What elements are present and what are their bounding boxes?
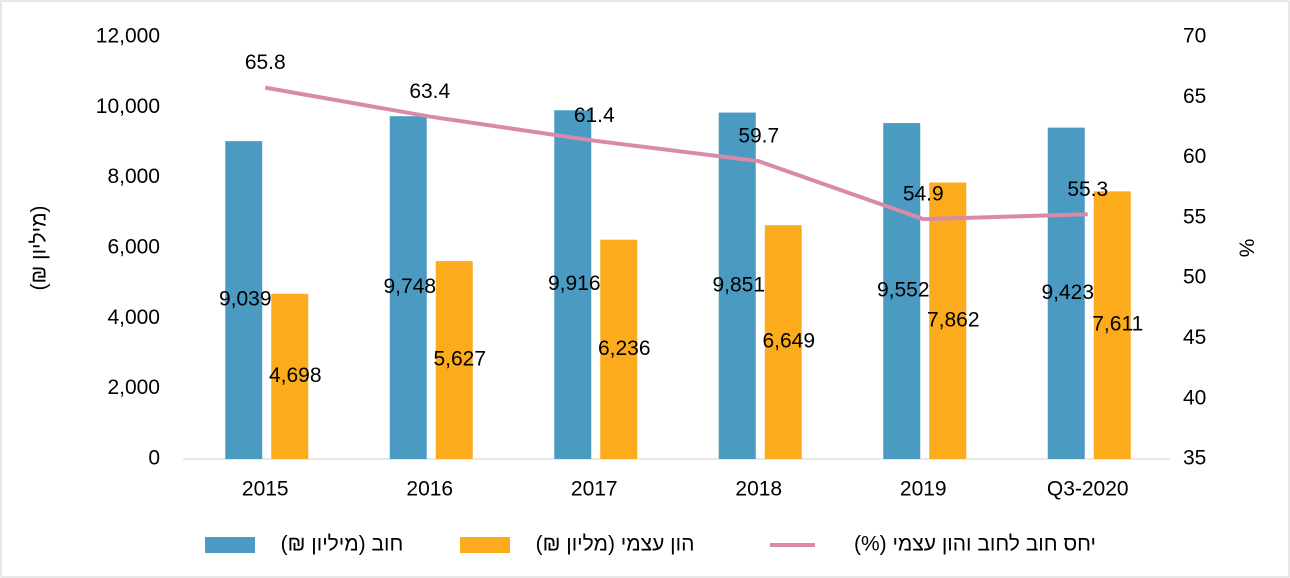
data-label: 9,851 (712, 273, 765, 296)
bar (764, 225, 802, 459)
y-tick-label: 10,000 (96, 95, 160, 118)
y-tick-label: 2,000 (107, 376, 160, 399)
y-tick-label: 6,000 (107, 236, 160, 259)
line-label: 55.3 (1067, 178, 1108, 201)
y2-tick-label: 45 (1183, 326, 1206, 349)
x-tick-label: 2017 (571, 478, 618, 501)
legend-swatch (205, 537, 255, 553)
line-label: 61.4 (574, 104, 615, 127)
y-tick-label: 8,000 (107, 165, 160, 188)
x-tick-label: Q3-2020 (1047, 478, 1129, 501)
data-label: 6,649 (762, 330, 815, 353)
bar (554, 110, 592, 460)
y-axis-label: (מיליון ₪) (28, 205, 51, 290)
data-label: 5,627 (433, 348, 486, 371)
y2-tick-label: 35 (1183, 447, 1206, 470)
data-label: 6,236 (598, 337, 651, 360)
legend-label: חוב (מיליון ₪) (281, 533, 404, 556)
bar (883, 123, 921, 459)
bar (1047, 127, 1085, 459)
y2-tick-label: 65 (1183, 85, 1206, 108)
y2-tick-label: 60 (1183, 145, 1206, 168)
line-label: 54.9 (903, 183, 944, 206)
data-label: 4,698 (269, 364, 322, 387)
x-tick-label: 2019 (900, 478, 947, 501)
data-label: 7,862 (927, 308, 980, 331)
bar (225, 141, 263, 460)
y2-tick-label: 70 (1183, 25, 1206, 48)
bar (435, 261, 473, 459)
bar (1093, 191, 1131, 459)
data-label: 9,039 (219, 288, 272, 311)
x-tick-label: 2015 (242, 478, 289, 501)
y2-tick-label: 40 (1183, 386, 1206, 409)
bar (271, 293, 309, 459)
data-label: 9,552 (877, 279, 930, 302)
legend-swatch (460, 537, 510, 553)
legend-label: יחס חוב לחוב והון עצמי (%) (854, 533, 1096, 556)
data-label: 7,611 (1092, 313, 1143, 336)
y-tick-label: 4,000 (107, 306, 160, 329)
y2-tick-label: 50 (1183, 266, 1206, 289)
bar (929, 182, 967, 460)
line-label: 63.4 (409, 80, 450, 103)
legend-label: הון עצמי (מליון ₪) (536, 533, 695, 556)
line-series (264, 85, 1088, 222)
data-label: 9,916 (548, 272, 601, 295)
bar (600, 239, 638, 459)
line-label: 65.8 (245, 51, 286, 74)
x-tick-label: 2016 (406, 478, 453, 501)
bar (389, 116, 427, 459)
y2-axis-label: % (1234, 239, 1257, 258)
line-label: 59.7 (738, 125, 779, 148)
bar (718, 112, 756, 459)
x-tick-label: 2018 (735, 478, 782, 501)
data-label: 9,423 (1041, 281, 1094, 304)
y-tick-label: 0 (148, 447, 160, 470)
y2-tick-label: 55 (1183, 205, 1206, 228)
y-tick-label: 12,000 (96, 25, 160, 48)
data-label: 9,748 (383, 275, 436, 298)
